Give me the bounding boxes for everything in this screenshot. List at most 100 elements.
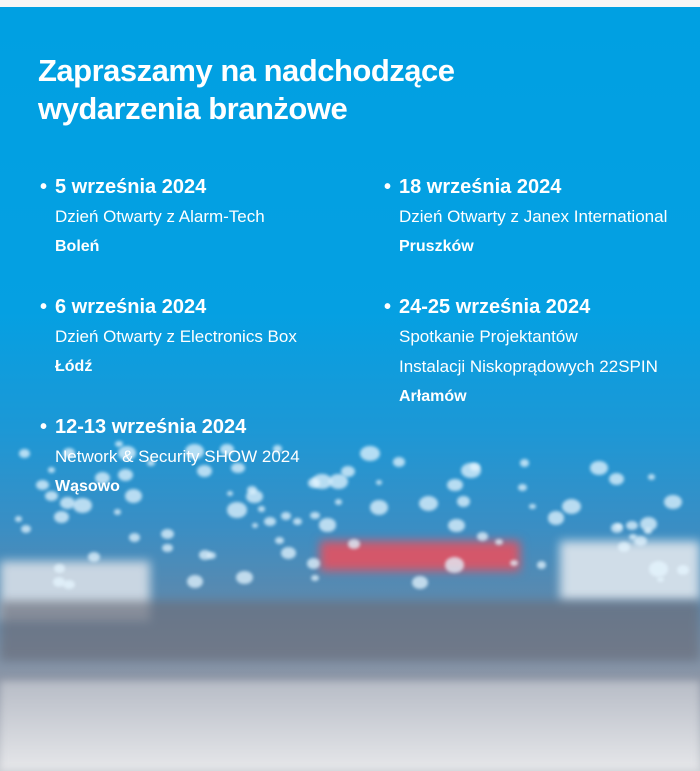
light-bokeh [63,447,76,458]
light-bokeh [640,517,658,531]
light-bokeh [676,565,690,575]
light-bokeh [392,457,406,468]
light-bokeh [517,483,528,492]
light-bokeh [118,446,136,461]
light-bokeh [236,571,253,585]
light-bokeh [160,528,174,540]
light-bokeh [147,459,155,466]
light-bokeh [648,474,656,481]
light-bokeh [60,497,76,510]
event-date: 6 września 2024 [40,294,297,320]
event-date: 5 września 2024 [40,174,265,200]
light-bokeh [118,469,134,482]
light-bokeh [227,502,247,518]
event-date: 18 września 2024 [384,174,667,200]
light-bokeh [293,518,303,525]
event-date: 12-13 września 2024 [40,414,300,440]
light-bokeh [47,467,56,473]
light-bokeh [375,480,383,486]
light-bokeh [186,574,203,588]
event-item: 12-13 września 2024 Network & Security SH… [40,414,300,502]
light-bokeh [246,485,257,494]
light-bokeh [62,579,75,590]
light-bokeh [199,550,211,560]
page-title: Zapraszamy na nadchodzące wydarzenia bra… [38,53,455,126]
light-bokeh [334,499,343,506]
light-bokeh [20,525,31,534]
light-bokeh [648,561,669,578]
light-bokeh [411,576,428,589]
light-bokeh [617,542,630,552]
light-bokeh [281,512,291,520]
light-bokeh [657,576,665,583]
light-bokeh [520,459,530,467]
event-description: Dzień Otwarty z Alarm-Tech [55,207,265,226]
light-bokeh [307,477,320,488]
light-bokeh [341,465,355,477]
light-bokeh [87,552,101,563]
light-bokeh [547,511,565,525]
event-date: 24-25 września 2024 [384,294,658,320]
light-bokeh [536,561,547,569]
light-bokeh [264,516,277,527]
light-bokeh [529,504,536,510]
light-bokeh [319,518,336,532]
event-location: Arłamów [399,388,467,405]
light-bokeh [369,500,389,515]
event-description: Dzień Otwarty z Janex International [399,207,668,226]
light-bokeh [275,537,285,545]
light-bokeh [444,557,465,573]
light-bokeh [220,444,234,455]
event-item: 18 września 2024 Dzień Otwarty z Janex In… [384,174,668,262]
light-bokeh [461,462,482,479]
light-bokeh [310,511,320,520]
light-bokeh [231,462,245,474]
light-bokeh [53,510,69,523]
light-bokeh [561,498,582,515]
light-bokeh [644,527,653,535]
light-bokeh [494,538,504,546]
light-bokeh [625,520,638,531]
light-bokeh [14,516,22,522]
event-description: Instalacji Niskoprądowych 22SPIN [399,357,658,376]
light-bokeh [36,480,50,491]
light-bokeh [251,523,258,528]
light-bokeh [348,539,361,549]
light-bokeh [196,464,212,478]
event-item: 24-25 września 2024 Spotkanie Projektantó… [384,294,658,412]
event-item: 6 września 2024 Dzień Otwarty z Electroni… [40,294,297,382]
light-bokeh [360,445,380,462]
events-banner: Zapraszamy na nadchodzące wydarzenia bra… [0,7,700,771]
light-bokeh [590,461,608,476]
light-bokeh [307,558,321,569]
light-bokeh [448,518,465,532]
event-location: Wąsowo [55,478,120,495]
event-description: Network & Security SHOW 2024 [55,447,300,466]
light-bokeh [162,543,174,553]
light-bokeh [124,489,143,504]
blurred-expo-hall-photo [0,441,700,771]
light-bokeh [19,449,30,458]
light-bokeh [608,473,624,486]
light-bokeh [456,495,471,507]
light-bokeh [281,547,296,559]
light-bokeh [447,478,464,492]
light-bokeh [95,472,111,485]
light-bokeh [663,494,682,510]
light-bokeh [73,497,92,513]
light-bokeh [476,531,489,541]
event-location: Boleń [55,238,100,255]
event-item: 5 września 2024 Dzień Otwarty z Alarm-Tec… [40,174,265,262]
light-bokeh [54,564,66,574]
light-bokeh [419,496,439,512]
light-bokeh [52,577,65,587]
light-bokeh [629,533,637,540]
light-bokeh [185,444,204,460]
light-bokeh [115,441,124,448]
light-bokeh [114,508,122,515]
light-bokeh [258,506,266,512]
event-description: Dzień Otwarty z Electronics Box [55,327,297,346]
light-bokeh [610,523,623,534]
light-bokeh [509,560,518,567]
light-bokeh [310,574,319,581]
